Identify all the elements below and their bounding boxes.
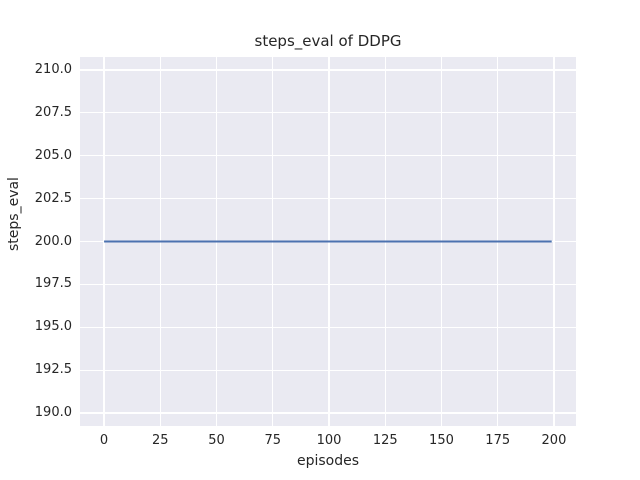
x-tick-label: 125 (372, 433, 398, 448)
y-tick-label: 200.0 (34, 233, 72, 249)
x-tick-label: 150 (429, 433, 454, 448)
gridline-horizontal (80, 412, 576, 414)
chart-title: steps_eval of DDPG (254, 32, 402, 50)
y-tick-label: 190.0 (34, 405, 72, 421)
x-tick-label: 100 (316, 433, 342, 448)
x-tick-label: 200 (541, 433, 567, 448)
y-tick-label: 192.5 (34, 362, 72, 378)
y-tick-label: 207.5 (34, 104, 72, 120)
y-tick-label: 210.0 (34, 61, 72, 77)
gridline-horizontal (80, 197, 576, 200)
y-tick-label: 195.0 (34, 319, 72, 335)
x-tick-label: 175 (485, 433, 511, 448)
gridline-horizontal (80, 326, 576, 328)
x-tick-label: 75 (264, 433, 282, 448)
x-tick-label: 25 (152, 433, 169, 448)
gridline-horizontal (80, 69, 576, 71)
x-tick-label: 0 (99, 433, 109, 448)
y-tick-label: 205.0 (34, 147, 72, 163)
series-layer (104, 240, 552, 243)
gridline-horizontal (80, 112, 576, 114)
y-tick-label: 202.5 (34, 190, 72, 206)
gridline-horizontal (80, 155, 576, 157)
gridline-horizontal (80, 369, 576, 371)
y-tick-label: 197.5 (34, 276, 72, 292)
x-tick-label: 50 (208, 433, 225, 448)
x-axis-label: episodes (296, 453, 360, 469)
gridline-horizontal (80, 283, 576, 286)
plot-area (80, 57, 576, 426)
